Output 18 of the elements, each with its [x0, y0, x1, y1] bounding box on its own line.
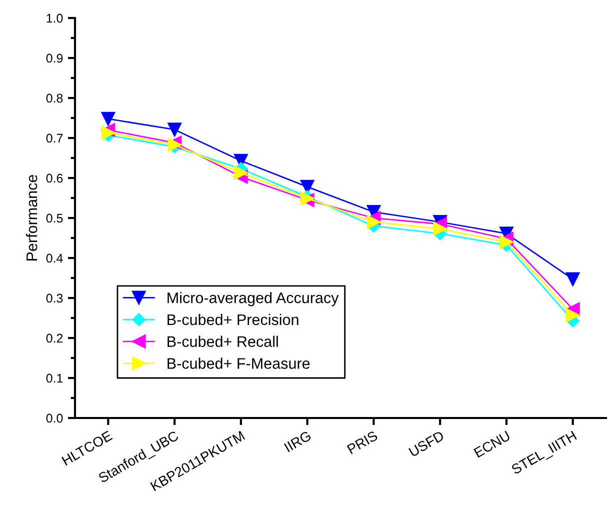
legend-label: B-cubed+ Precision — [168, 314, 298, 326]
y-tick-label: 0.1 — [46, 374, 63, 383]
y-tick-label: 0.0 — [46, 414, 63, 423]
y-axis-title: Performance — [26, 174, 38, 260]
legend-label: B-cubed+ F-Measure — [168, 358, 310, 369]
y-tick-label: 0.7 — [46, 134, 63, 143]
x-tick-label: PRIS — [346, 430, 378, 454]
y-tick-label: 0.8 — [46, 94, 63, 103]
legend-label: B-cubed+ Recall — [168, 336, 278, 347]
y-tick-label: 0.2 — [46, 334, 63, 343]
y-tick-label: 0.4 — [46, 254, 63, 263]
y-tick-label: 0.9 — [46, 54, 63, 63]
y-tick-label: 0.3 — [46, 294, 63, 303]
y-tick-label: 0.6 — [46, 174, 63, 183]
y-tick-label: 1.0 — [46, 14, 63, 23]
y-tick-label: 0.5 — [46, 214, 63, 223]
legend-label: Micro-averaged Accuracy — [168, 292, 339, 306]
x-tick-label: IIRG — [284, 430, 312, 452]
